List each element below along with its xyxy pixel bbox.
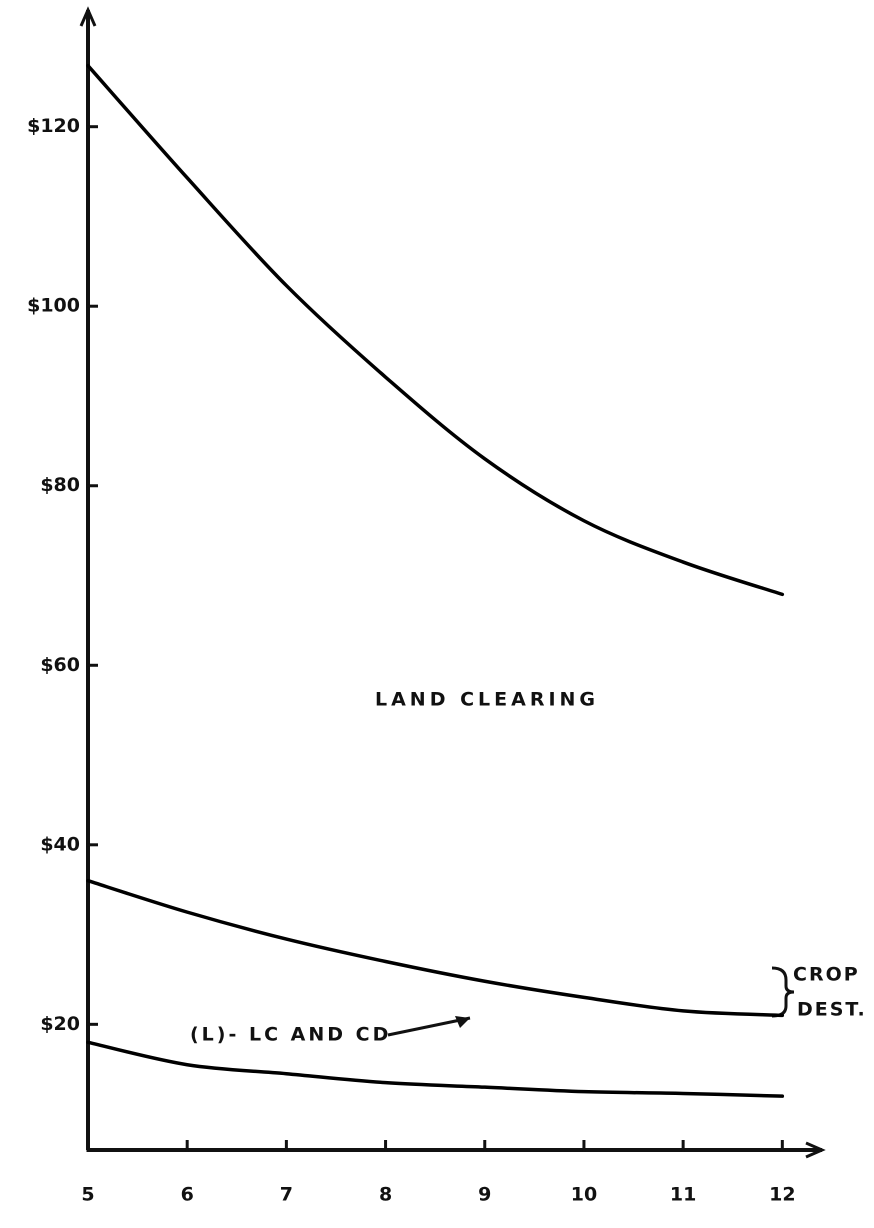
y-tick-label: $60 <box>40 654 80 676</box>
x-tick-label: 5 <box>81 1184 94 1206</box>
annotation: LAND CLEARING <box>375 689 599 711</box>
arrow <box>387 1016 471 1037</box>
y-tick-label: $40 <box>40 833 80 855</box>
annotation: CROP <box>793 964 860 986</box>
x-tick-label: 10 <box>571 1184 597 1206</box>
annotation: (L)- LC AND CD <box>190 1024 391 1046</box>
line <box>86 63 785 597</box>
x-tick-label: 12 <box>769 1184 795 1206</box>
x-tick-label: 7 <box>280 1184 293 1206</box>
line <box>86 1040 785 1098</box>
y-tick-label: $20 <box>40 1013 80 1035</box>
annotation: DEST. <box>797 999 867 1021</box>
line <box>86 878 785 1018</box>
y-tick-label: $100 <box>27 295 80 317</box>
y-tick-label: $80 <box>40 474 80 496</box>
x-tick-label: 8 <box>379 1184 392 1206</box>
brace <box>771 966 795 1018</box>
x-tick-label: 9 <box>478 1184 491 1206</box>
y-axis-arrow <box>79 6 97 27</box>
arrow-head <box>455 1016 470 1028</box>
x-axis-arrow <box>805 1141 826 1159</box>
y-tick-label: $120 <box>27 115 80 137</box>
x-tick-label: 6 <box>181 1184 194 1206</box>
x-tick-label: 11 <box>670 1184 696 1206</box>
